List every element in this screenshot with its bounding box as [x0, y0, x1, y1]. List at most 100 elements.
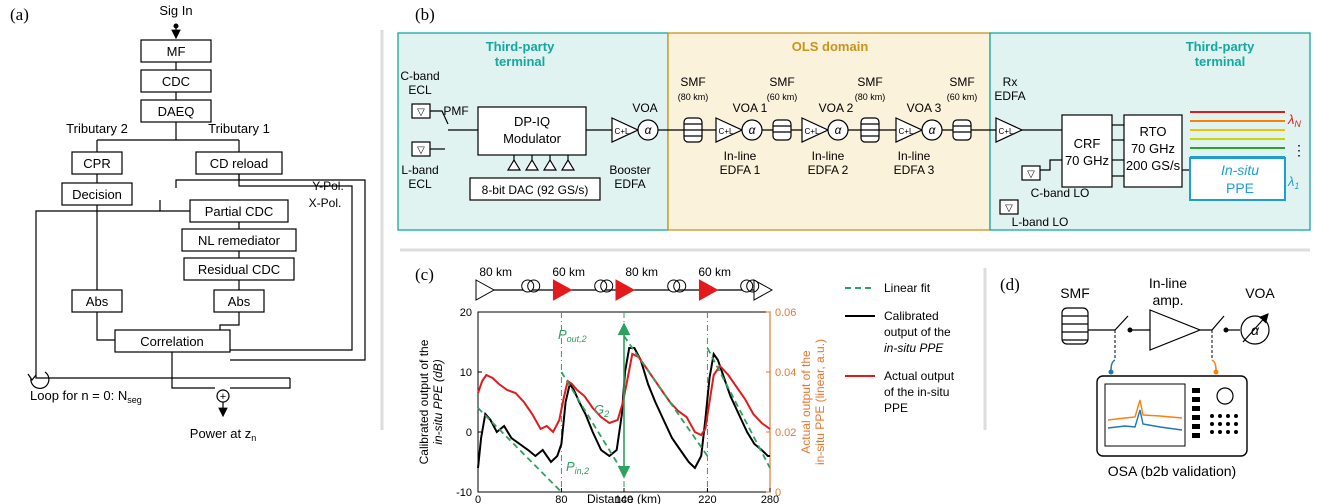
- span-length-label-2: 80 km: [625, 265, 658, 279]
- fiber-coil-icon-b-1: [600, 279, 614, 293]
- legend-label-0-0: Linear fit: [884, 281, 931, 295]
- panel-b: (b) Third-party terminal OLS domain Thir…: [397, 5, 1311, 231]
- smf-2-coil-icon: [772, 119, 792, 141]
- cband-ecl-label-1: C-band: [400, 69, 439, 83]
- panel-a-label: (a): [10, 5, 29, 24]
- chart-legend: Linear fit Calibrated output of the in-situ…: [845, 281, 955, 415]
- dac-block: [469, 177, 601, 201]
- insitu-ppe-label-1: In-situ: [1221, 162, 1259, 178]
- y-right-label-1: Actual output of the: [799, 350, 813, 454]
- edfa-3-label-1: In-line: [898, 149, 931, 163]
- panel-d: (d) SMF In-line amp. α VOA: [1000, 275, 1275, 479]
- voa-d-alpha: α: [1251, 322, 1260, 338]
- inline-amp-red-icon-2: [698, 279, 719, 301]
- fiber-coil-icon-b-2: [673, 279, 687, 293]
- voa-d-label: VOA: [1245, 285, 1275, 301]
- cband-ecl-label-2: ECL: [408, 83, 432, 97]
- inline-amp-3-icon: [895, 117, 924, 143]
- x-tick-label-3: 220: [698, 494, 716, 504]
- pin-annotation: Pin,2: [566, 459, 589, 476]
- loop-arrow-icon: [30, 371, 50, 389]
- span-1: SMF (80 km) C+L α VOA 1 In-line EDFA 1: [678, 75, 768, 177]
- svg-text:+: +: [220, 391, 226, 403]
- modulator-label-2: Modulator: [503, 131, 561, 146]
- lband-ecl-label-2: ECL: [408, 177, 432, 191]
- y-tick-label-3: 20: [460, 307, 472, 319]
- booster-label-1: Booster: [609, 163, 650, 177]
- cband-lo-label: C-band LO: [1031, 186, 1090, 200]
- terminal-left-title-1: Third-party: [486, 39, 555, 54]
- svg-text:▽: ▽: [417, 107, 425, 118]
- smf-2-length: (60 km): [767, 92, 798, 102]
- inline-amp-red-icon-1: [615, 279, 636, 301]
- fiber-coil-icon-b-3: [746, 279, 760, 293]
- inline-amp-1-label: C+L: [719, 127, 734, 136]
- lband-lo-icon: [999, 199, 1019, 215]
- inline-amp-3-label: C+L: [899, 127, 914, 136]
- tx-amp-icon: [475, 279, 496, 301]
- yr-tick-label-3: 0.06: [775, 307, 796, 319]
- rx-amp-label: C+L: [999, 127, 1014, 136]
- booster-label-2: EDFA: [614, 177, 645, 191]
- voa-1-icon: [741, 119, 763, 141]
- gain-annotation: G2: [594, 402, 609, 419]
- svg-text:▽: ▽: [1005, 203, 1013, 214]
- pout-annotation: Pout,2: [558, 327, 587, 344]
- correlation-label: Correlation: [140, 334, 204, 349]
- abs-right-label: Abs: [228, 294, 251, 309]
- smf-1-label: SMF: [680, 75, 705, 89]
- yr-tick-label-1: 0.02: [775, 427, 796, 439]
- x-tick-label-2: 140: [615, 494, 633, 504]
- edfa-2-label-2: EDFA 2: [808, 163, 849, 177]
- smf-3-length: (80 km): [855, 92, 886, 102]
- inline-amp-red-icon-0: [552, 279, 573, 301]
- smf-d-coil-icon: [1061, 307, 1089, 345]
- dac-drivers: [506, 155, 576, 171]
- cpr-label: CPR: [83, 156, 110, 171]
- y-tick-label-0: -10: [456, 487, 472, 499]
- amp-d-label-1: In-line: [1149, 275, 1187, 291]
- legend-label-2-0: Actual output: [884, 369, 955, 383]
- actual-output-line: [477, 352, 771, 437]
- mf-label: MF: [167, 44, 186, 59]
- span-diagram: 80 km 60 km 80 km 60 km: [475, 265, 774, 301]
- daeq-label: DAEQ: [158, 104, 195, 119]
- crf-rto-links: [1112, 124, 1124, 177]
- smf-2-label: SMF: [769, 75, 794, 89]
- lambda-dots: ⋮: [1292, 142, 1306, 158]
- panel-c-label: (c): [415, 265, 434, 284]
- edfa-3-label-2: EDFA 3: [894, 163, 935, 177]
- voa-booster-label: VOA: [632, 101, 657, 115]
- partial-cdc-label: Partial CDC: [205, 204, 274, 219]
- linear-fit-segment-2: [623, 335, 709, 457]
- voa-3-label: VOA 3: [907, 101, 942, 115]
- cdc-label: CDC: [162, 74, 190, 89]
- x-tick-label-4: 280: [761, 494, 779, 504]
- voa-3-icon: [921, 119, 943, 141]
- rx-amp-icon: [995, 117, 1024, 143]
- x-tick-label-0: 0: [475, 494, 481, 504]
- booster-amp-label: C+L: [615, 127, 630, 136]
- panel-a: (a) Sig In MF CDC DAEQ Tributary 2 Tribu…: [10, 3, 366, 443]
- span-length-label-0: 80 km: [479, 265, 512, 279]
- panel-c: (c) 80 km 60 km 80 km 60 km 0 80 140 220 280 -10…: [415, 265, 955, 504]
- xpol-label: X-Pol.: [309, 196, 342, 210]
- amp-d-label-2: amp.: [1152, 292, 1183, 308]
- cd-reload-label: CD reload: [210, 156, 269, 171]
- smf-4-length: (60 km): [947, 92, 978, 102]
- smf-d-label: SMF: [1060, 285, 1090, 301]
- terminal-left-title-2: terminal: [495, 54, 546, 69]
- x-tick-label-1: 80: [555, 494, 567, 504]
- voa-3-alpha: α: [929, 123, 937, 137]
- insitu-ppe-label-2: PPE: [1226, 180, 1254, 196]
- rto-label-1: RTO: [1140, 124, 1167, 139]
- residual-cdc-label: Residual CDC: [198, 262, 280, 277]
- smf-3-label: SMF: [857, 75, 882, 89]
- crf-label-2: 70 GHz: [1065, 153, 1109, 168]
- lambda-1-label: λ1: [1287, 174, 1299, 191]
- edfa-2-label-1: In-line: [812, 149, 845, 163]
- span-2: SMF (60 km) C+L α VOA 2 In-line EDFA 2: [767, 75, 854, 177]
- nl-remediator-label: NL remediator: [198, 233, 281, 248]
- power-label: Power at zn: [190, 426, 256, 443]
